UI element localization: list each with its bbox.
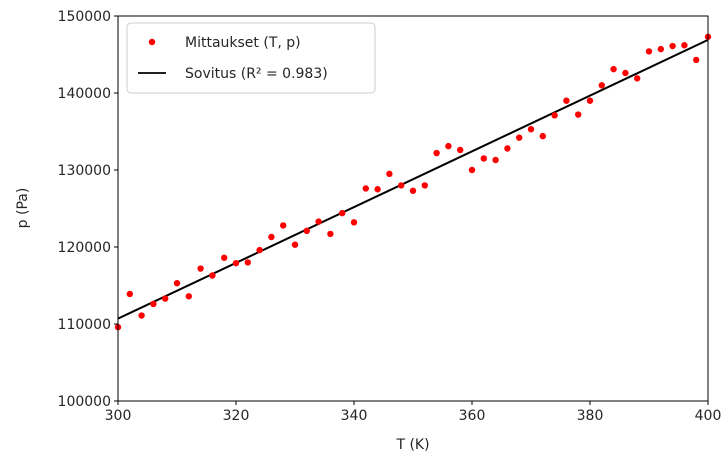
data-point [409, 187, 417, 194]
data-point [445, 142, 452, 150]
data-point [374, 186, 381, 193]
legend: Mittaukset (T, p) Sovitus (R² = 0.983) [126, 22, 376, 94]
y-axis: 100000 110000 120000 130000 140000 150000 [58, 9, 118, 410]
data-point [291, 241, 299, 248]
data-point [244, 259, 251, 266]
data-point [563, 97, 570, 104]
data-point [138, 312, 145, 319]
y-tick-label: 100000 [58, 394, 111, 410]
plot-frame [117, 15, 709, 402]
data-point [575, 111, 582, 118]
data-point [504, 145, 511, 152]
x-tick-label: 360 [459, 408, 486, 424]
x-tick-label: 320 [223, 408, 250, 424]
data-point [516, 134, 523, 141]
y-axis-label: p (Pa) [15, 188, 31, 229]
data-point [693, 56, 700, 64]
data-point [657, 45, 664, 53]
legend-label-fit: Sovitus (R² = 0.983) [185, 66, 328, 82]
data-point [126, 290, 133, 298]
data-point [185, 293, 192, 300]
legend-label-measurements: Mittaukset (T, p) [185, 35, 301, 51]
data-point [280, 222, 287, 229]
data-point [527, 125, 535, 133]
data-point [492, 156, 499, 164]
data-point [303, 227, 310, 235]
x-tick-label: 340 [341, 408, 368, 424]
y-tick-label: 120000 [58, 240, 111, 256]
legend-marker-measurements [148, 38, 156, 46]
data-point [645, 48, 653, 55]
data-point [197, 265, 204, 272]
data-point [150, 300, 157, 308]
data-point [339, 209, 346, 217]
data-point [586, 97, 594, 104]
data-point [362, 185, 369, 192]
plot-area [114, 33, 712, 331]
x-axis-label: T (K) [395, 437, 429, 453]
data-point [398, 182, 405, 189]
y-tick-label: 140000 [58, 86, 111, 102]
x-tick-label: 400 [695, 408, 722, 424]
data-point [681, 42, 688, 49]
data-point [268, 233, 275, 241]
data-point [634, 75, 641, 82]
data-point [551, 112, 558, 119]
data-point [221, 254, 228, 261]
y-tick-label: 150000 [58, 9, 111, 25]
legend-box [126, 22, 376, 94]
data-point [622, 69, 629, 77]
data-point [480, 155, 487, 162]
data-point [209, 272, 216, 279]
y-tick-label: 110000 [58, 317, 111, 333]
y-tick-label: 130000 [58, 163, 111, 179]
data-point [256, 246, 263, 254]
data-point [350, 219, 358, 226]
x-axis: 300 320 340 360 380 400 [105, 401, 722, 424]
data-point [173, 279, 181, 287]
data-point [327, 230, 334, 238]
data-point [539, 132, 546, 140]
x-tick-label: 380 [577, 408, 604, 424]
x-tick-label: 300 [105, 408, 132, 424]
data-point [232, 259, 240, 267]
data-point [610, 65, 617, 73]
data-point [669, 42, 676, 50]
data-point [421, 182, 428, 189]
data-point [433, 149, 440, 157]
data-point [162, 295, 169, 302]
data-point [386, 170, 393, 178]
data-point [315, 218, 322, 225]
data-point [598, 82, 605, 89]
data-point [468, 166, 476, 174]
fit-line [117, 38, 709, 320]
data-point [457, 146, 464, 154]
